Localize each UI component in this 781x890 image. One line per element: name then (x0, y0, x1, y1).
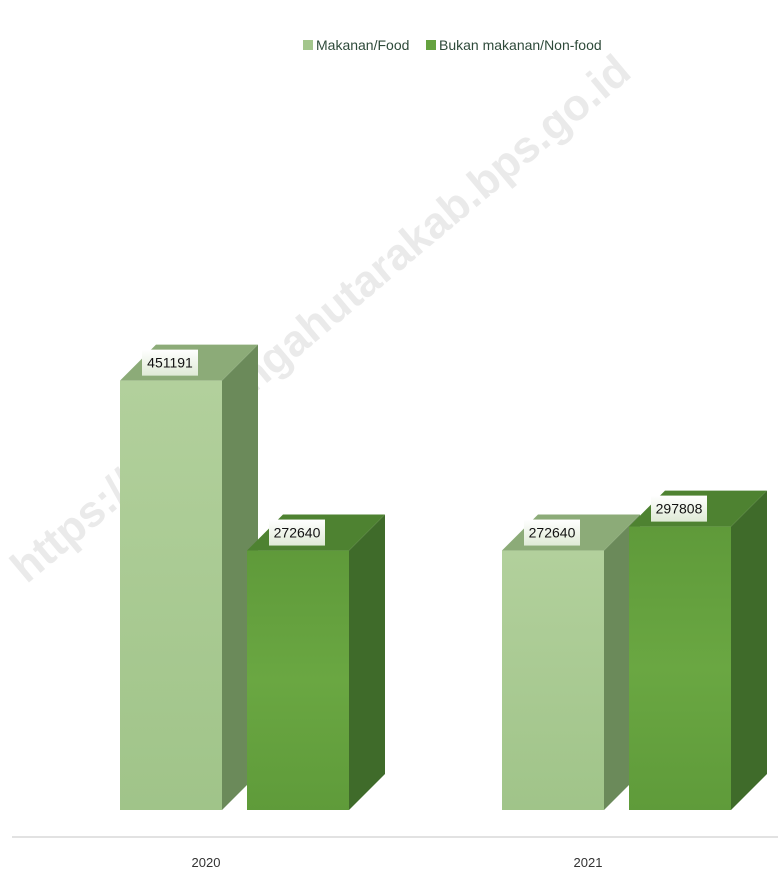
bar-food-2020-value-label: 451191 (147, 355, 193, 371)
legend-swatch-food (303, 40, 313, 50)
bar-nonfood-2021-side (731, 490, 767, 810)
bar-nonfood-2021-value-label: 297808 (656, 501, 703, 517)
legend-swatch-nonfood (426, 40, 436, 50)
bars-group: 451191 272640 272640 297808 (120, 344, 767, 810)
legend: Makanan/Food Bukan makanan/Non-food (303, 37, 602, 53)
bar-food-2021-label-box (524, 519, 580, 546)
watermark: https://timortengahutarakab.bps.go.id (2, 46, 640, 593)
x-tick-label-2020: 2020 (192, 855, 221, 870)
bar-nonfood-2020-value-label: 272640 (274, 525, 321, 541)
bar-nonfood-2020 (247, 550, 349, 810)
bar-nonfood-2021 (629, 526, 731, 810)
bar-food-2020-label-box (142, 349, 198, 376)
bar-nonfood-2020-label-box (269, 519, 325, 546)
watermark-text: https://timortengahutarakab.bps.go.id (2, 46, 640, 593)
bar-food-2021-value-label: 272640 (529, 525, 576, 541)
legend-label-food: Makanan/Food (316, 37, 409, 53)
x-tick-label-2021: 2021 (574, 855, 603, 870)
bar-food-2021 (502, 550, 604, 810)
legend-label-nonfood: Bukan makanan/Non-food (439, 37, 602, 53)
bar-food-2020 (120, 380, 222, 810)
bar-nonfood-2020-side (349, 514, 385, 810)
bar-nonfood-2021-label-box (651, 495, 707, 522)
